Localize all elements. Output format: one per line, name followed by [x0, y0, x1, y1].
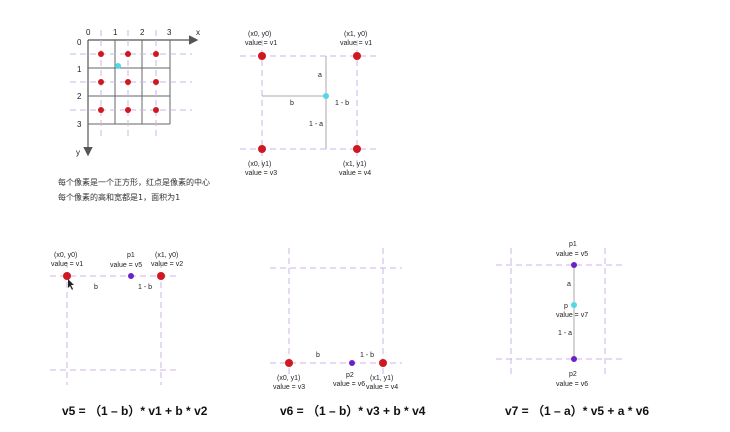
pixel-center-dot	[153, 51, 159, 57]
bilinear-square-panel: (x0, y0) value = v1 (x1, y0) value = v1 …	[240, 31, 378, 177]
y-tick-2: 2	[77, 92, 82, 101]
pixel-center-dot	[125, 107, 131, 113]
corner-dot-br	[353, 145, 361, 153]
tl-value-label: value = v1	[245, 40, 277, 47]
x-tick-2: 2	[140, 28, 145, 37]
br-value-label: value = v4	[339, 170, 371, 177]
right-value-label: value = v4	[366, 384, 398, 391]
y-tick-3: 3	[77, 120, 82, 129]
p2-coord-label: p2	[346, 372, 354, 379]
b-label: b	[316, 352, 320, 359]
tl-coord-label: (x0, y0)	[248, 31, 271, 38]
point-dot-p2	[571, 356, 577, 362]
formula-v5: v5 = （1 – b）* v1 + b * v2	[62, 403, 208, 418]
pixel-center-dot	[98, 79, 104, 85]
one-minus-b-label: 1 - b	[360, 352, 374, 359]
b-label: b	[94, 284, 98, 291]
corner-dot-bl	[258, 145, 266, 153]
y-tick-1: 1	[77, 65, 82, 74]
left-value-label: value = v1	[51, 261, 83, 268]
caption-line-1: 每个像素是一个正方形，红点是像素的中心	[58, 177, 210, 187]
point-dot-left	[285, 359, 293, 367]
one-minus-a-label: 1 - a	[558, 330, 572, 337]
interp-top-edge-panel: (x0, y0) value = v1 p1 value = v5 (x1, y…	[50, 252, 208, 418]
p-value-label: value = v7	[556, 312, 588, 319]
p2-value-label: value = v6	[333, 381, 365, 388]
p2-coord-label: p2	[569, 371, 577, 378]
point-dot-p1	[128, 273, 134, 279]
right-value-label: value = v2	[151, 261, 183, 268]
pixel-center-dot	[125, 51, 131, 57]
y-tick-0: 0	[77, 38, 82, 47]
p1-coord-label: p1	[569, 241, 577, 248]
pixel-center-dot	[98, 51, 104, 57]
pixel-center-dot	[153, 79, 159, 85]
bl-value-label: value = v3	[245, 170, 277, 177]
interp-vertical-panel: p1 value = v5 a p value = v7 1 - a p2 va…	[496, 241, 649, 418]
b-label: b	[290, 100, 294, 107]
right-coord-label: (x1, y1)	[370, 375, 393, 382]
one-minus-b-label: 1 - b	[138, 284, 152, 291]
y-axis-label: y	[76, 148, 80, 157]
sample-point-dot	[323, 93, 329, 99]
formula-v6: v6 = （1 – b）* v3 + b * v4	[280, 403, 426, 418]
point-dot-p2	[349, 360, 355, 366]
point-dot-p	[571, 302, 577, 308]
caption-line-2: 每个像素的高和宽都是1，面积为1	[58, 192, 180, 202]
br-coord-label: (x1, y1)	[343, 161, 366, 168]
corner-dot-tl	[258, 52, 266, 60]
left-coord-label: (x0, y0)	[54, 252, 77, 259]
mouse-cursor-icon	[68, 279, 74, 290]
right-coord-label: (x1, y0)	[155, 252, 178, 259]
one-minus-a-label: 1 - a	[309, 121, 323, 128]
corner-dot-tr	[353, 52, 361, 60]
bl-coord-label: (x0, y1)	[248, 161, 271, 168]
tr-coord-label: (x1, y0)	[344, 31, 367, 38]
a-label: a	[567, 281, 571, 288]
p1-value-label: value = v5	[556, 251, 588, 258]
p1-coord-label: p1	[127, 252, 135, 259]
one-minus-b-label: 1 - b	[335, 100, 349, 107]
formula-v7: v7 = （1 – a）* v5 + a * v6	[505, 403, 649, 418]
left-coord-label: (x0, y1)	[277, 375, 300, 382]
point-dot-left	[63, 272, 71, 280]
x-tick-1: 1	[113, 28, 118, 37]
a-label: a	[318, 72, 322, 79]
pixel-center-dot	[98, 107, 104, 113]
x-tick-3: 3	[167, 28, 172, 37]
sample-point-dot	[115, 63, 121, 69]
pixel-grid-panel: 0 1 2 3 x 0 1 2 3 y	[58, 28, 210, 202]
x-tick-0: 0	[86, 28, 91, 37]
p1-value-label: value = v5	[110, 262, 142, 269]
p2-value-label: value = v6	[556, 381, 588, 388]
p-coord-label: p	[564, 303, 568, 310]
interp-bottom-edge-panel: b 1 - b (x0, y1) value = v3 p2 value = v…	[270, 248, 426, 418]
pixel-center-dot	[153, 107, 159, 113]
x-axis-label: x	[196, 28, 200, 37]
point-dot-p1	[571, 262, 577, 268]
tr-value-label: value = v1	[340, 40, 372, 47]
point-dot-right	[157, 272, 165, 280]
pixel-center-dot	[125, 79, 131, 85]
point-dot-right	[379, 359, 387, 367]
left-value-label: value = v3	[273, 384, 305, 391]
